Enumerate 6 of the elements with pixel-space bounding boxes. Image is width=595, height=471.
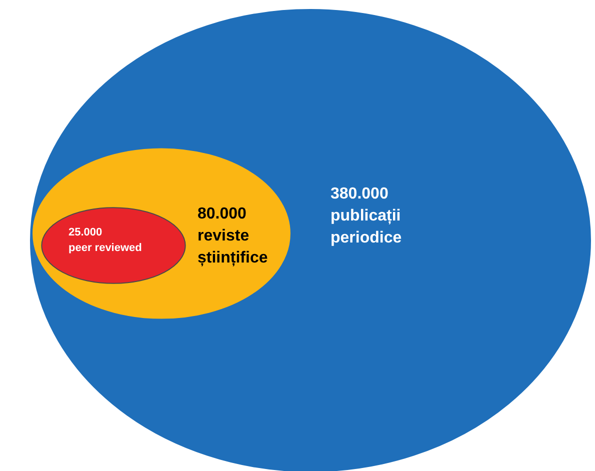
category-label: publicații periodice [330, 208, 402, 247]
category-label: reviste științifice [198, 228, 268, 267]
data-label: 80.000 [198, 206, 247, 222]
category-label: peer reviewed [68, 242, 142, 254]
data-label: 25.000 [68, 226, 102, 238]
data-label: 380.000 [330, 186, 388, 202]
